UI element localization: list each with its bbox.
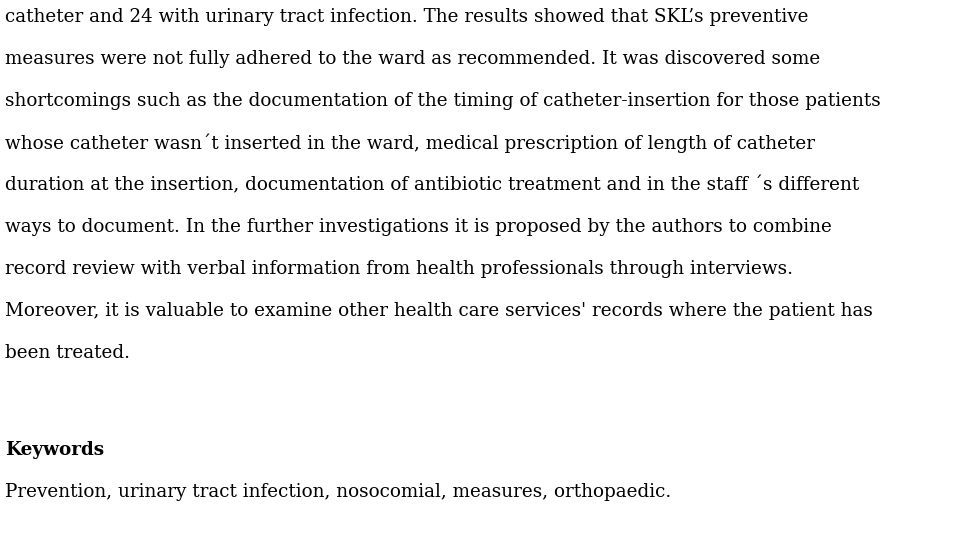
Text: whose catheter wasn´t inserted in the ward, medical prescription of length of ca: whose catheter wasn´t inserted in the wa… bbox=[5, 134, 815, 153]
Text: Keywords: Keywords bbox=[5, 441, 104, 459]
Text: record review with verbal information from health professionals through intervie: record review with verbal information fr… bbox=[5, 260, 793, 278]
Text: Prevention, urinary tract infection, nosocomial, measures, orthopaedic.: Prevention, urinary tract infection, nos… bbox=[5, 483, 671, 501]
Text: duration at the insertion, documentation of antibiotic treatment and in the staf: duration at the insertion, documentation… bbox=[5, 176, 859, 194]
Text: shortcomings such as the documentation of the timing of catheter-insertion for t: shortcomings such as the documentation o… bbox=[5, 92, 880, 110]
Text: ways to document. In the further investigations it is proposed by the authors to: ways to document. In the further investi… bbox=[5, 218, 832, 236]
Text: measures were not fully adhered to the ward as recommended. It was discovered so: measures were not fully adhered to the w… bbox=[5, 50, 820, 68]
Text: Moreover, it is valuable to examine other health care services' records where th: Moreover, it is valuable to examine othe… bbox=[5, 302, 873, 320]
Text: catheter and 24 with urinary tract infection. The results showed that SKL’s prev: catheter and 24 with urinary tract infec… bbox=[5, 8, 808, 26]
Text: been treated.: been treated. bbox=[5, 344, 130, 362]
